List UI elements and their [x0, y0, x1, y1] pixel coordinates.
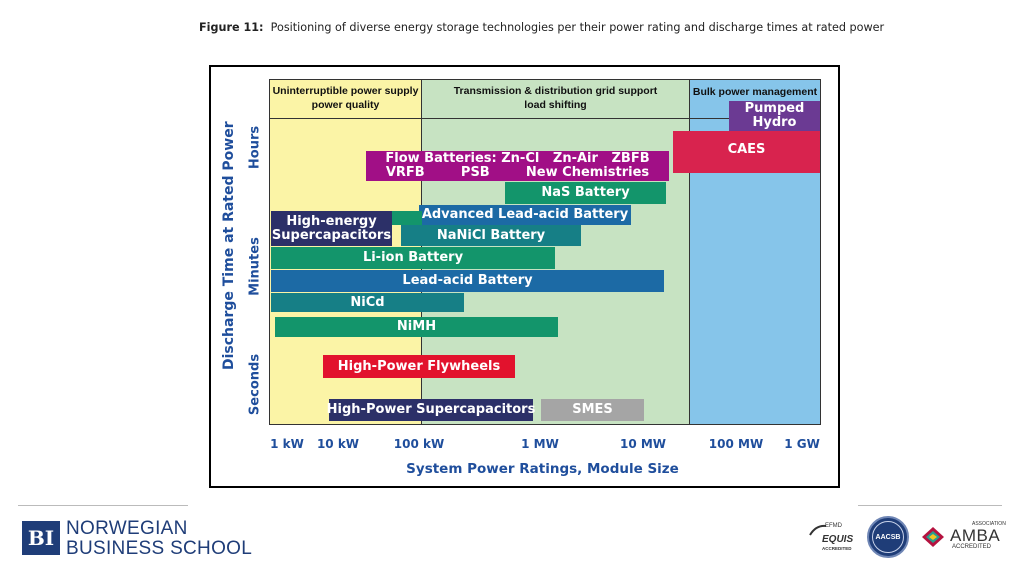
equis-badge: EFMD EQUIS ACCREDITED	[808, 519, 858, 555]
school-name: NORWEGIAN BUSINESS SCHOOL	[66, 519, 252, 559]
y-axis-seconds: Seconds	[247, 353, 263, 416]
bar-nicd: NiCd	[271, 293, 464, 312]
amba-diamond-icon	[922, 527, 944, 547]
bar-high-power-flywheels: High-Power Flywheels	[323, 355, 515, 378]
bar-nas-battery: NaS Battery	[505, 182, 666, 204]
x-tick-100mw: 100 MW	[708, 437, 764, 451]
aacsb-inner-ring: AACSB	[872, 521, 904, 553]
bar-pumped-hydro-line2: Hydro	[752, 115, 797, 130]
zone-tnd-header: Transmission & distribution grid support…	[422, 80, 689, 119]
bar-hesc-line1: High-energy	[286, 213, 377, 229]
equis-text: EQUIS	[822, 534, 854, 545]
footer-rule-left	[18, 505, 188, 506]
efmd-text: EFMD	[825, 523, 842, 529]
bar-high-power-supercapacitors: High-Power Supercapacitors	[326, 399, 536, 421]
aacsb-text: AACSB	[875, 533, 901, 541]
bar-nimh: NiMH	[275, 317, 558, 337]
y-axis-minutes: Minutes	[247, 237, 263, 296]
bar-caes-label: CAES	[727, 142, 766, 157]
zone-tnd-line1: Transmission & distribution grid support	[453, 85, 658, 97]
diagram-frame: Uninterruptible power supply power quali…	[209, 65, 840, 488]
aacsb-seal: AACSB	[867, 516, 909, 558]
x-axis-title: System Power Ratings, Module Size	[406, 461, 679, 477]
footer-rule-right	[858, 505, 1002, 506]
bar-nanicl-battery: NaNiCl Battery	[401, 225, 581, 246]
bar-pumped-hydro: Pumped Hydro	[729, 101, 820, 131]
amba-badge: ASSOCIATION AMBA ACCREDITED	[920, 521, 1006, 553]
amba-text: AMBA	[950, 526, 1001, 545]
y-axis-title: Discharge Time at Rated Power	[221, 121, 237, 370]
bi-logo-letters: BI	[27, 526, 55, 550]
bar-nicd-label: NiCd	[350, 294, 385, 310]
y-axis-hours: Hours	[247, 125, 263, 170]
bar-pumped-hydro-line1: Pumped	[744, 101, 805, 116]
zone-bulk-line1: Bulk power management	[692, 86, 818, 98]
x-tick-1kw: 1 kW	[270, 437, 304, 451]
equis-accredited-text: ACCREDITED	[822, 546, 852, 551]
bar-liion-label: Li-ion Battery	[362, 250, 464, 265]
school-name-line2: BUSINESS SCHOOL	[66, 538, 253, 559]
bar-green-segment	[392, 211, 422, 225]
bar-flow-line1: Flow Batteries: Zn-Cl Zn-Air ZBFB	[385, 151, 650, 166]
bar-nanicl-label: NaNiCl Battery	[436, 227, 546, 243]
bar-lead-acid-battery: Lead-acid Battery	[271, 270, 664, 292]
figure-caption: Figure 11: Positioning of diverse energy…	[199, 21, 884, 34]
x-tick-1mw: 1 MW	[521, 437, 559, 451]
school-name-line1: NORWEGIAN	[66, 518, 188, 539]
bar-li-ion-battery: Li-ion Battery	[271, 247, 555, 269]
bar-smes-label: SMES	[572, 402, 613, 417]
bar-flow-batteries: Flow Batteries: Zn-Cl Zn-Air ZBFB VRFB P…	[366, 151, 669, 181]
figure-label: Figure 11:	[199, 21, 264, 34]
x-tick-10kw: 10 kW	[316, 437, 360, 451]
bar-nimh-label: NiMH	[396, 319, 437, 334]
figure-title: Positioning of diverse energy storage te…	[270, 21, 885, 34]
bar-leadacid-label: Lead-acid Battery	[402, 273, 533, 288]
x-tick-10mw: 10 MW	[619, 437, 667, 451]
zone-tnd-line2: load shifting	[524, 99, 587, 111]
x-tick-100kw: 100 kW	[393, 437, 445, 451]
bar-advanced-lead-acid: Advanced Lead-acid Battery	[419, 205, 631, 225]
bar-caes: CAES	[673, 131, 820, 173]
bar-flow-line2: VRFB PSB New Chemistries	[385, 165, 650, 180]
zone-ups-line2: power quality	[311, 99, 380, 111]
bar-flywheel-label: High-Power Flywheels	[337, 358, 501, 374]
bar-high-energy-supercapacitors: High-energy Supercapacitors	[271, 211, 392, 246]
bi-logo: BI	[22, 521, 60, 555]
zone-ups-header: Uninterruptible power supply power quali…	[270, 80, 421, 119]
amba-accredited-text: ACCREDITED	[952, 544, 992, 550]
bar-hesc-line2: Supercapacitors	[271, 227, 392, 243]
bar-hpsc-label: High-Power Supercapacitors	[326, 402, 536, 417]
zone-ups-line1: Uninterruptible power supply	[272, 85, 419, 97]
bar-nas-label: NaS Battery	[541, 185, 630, 200]
bar-advla-label: Advanced Lead-acid Battery	[421, 207, 629, 222]
amba-association-text: ASSOCIATION	[972, 521, 1006, 527]
equis-swoosh-icon	[809, 524, 827, 536]
x-tick-1gw: 1 GW	[784, 437, 820, 451]
bar-smes: SMES	[541, 399, 644, 421]
